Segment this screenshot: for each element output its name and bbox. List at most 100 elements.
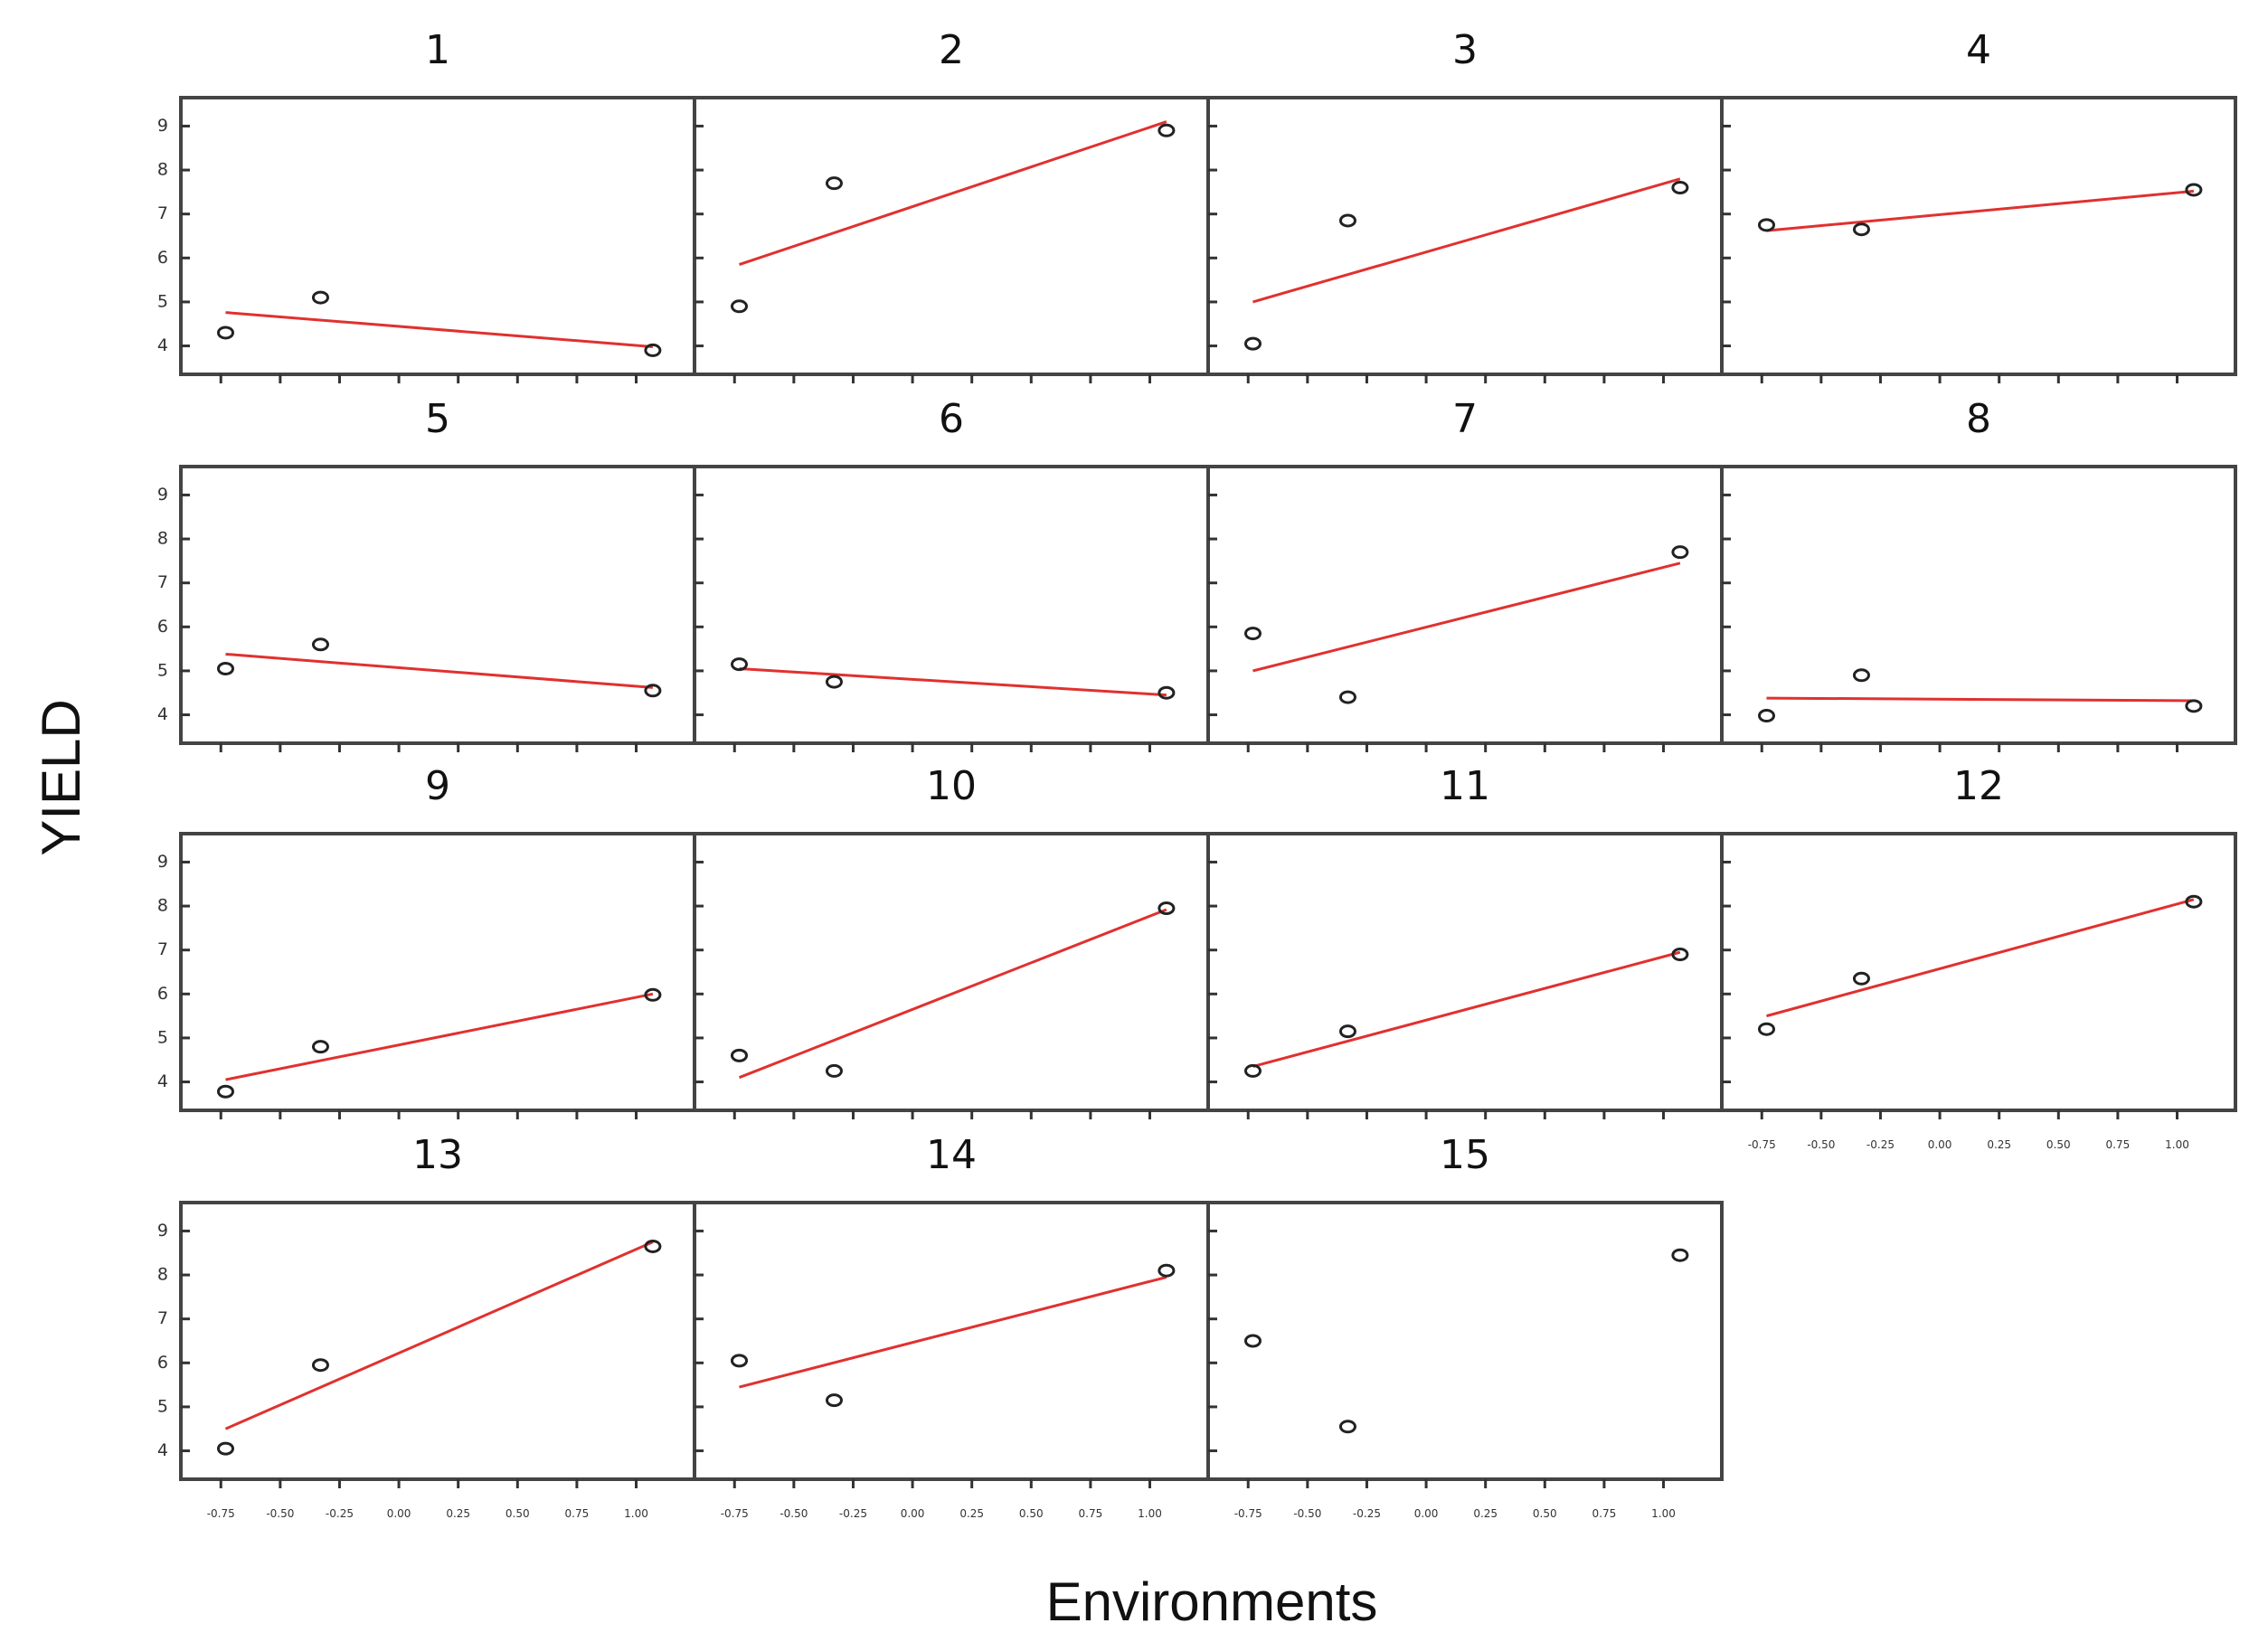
- y-tick-label: 8: [157, 160, 168, 180]
- panel-frame: [1720, 96, 2237, 376]
- x-tick-label: -0.50: [266, 1507, 294, 1520]
- data-point: [311, 637, 329, 652]
- panel-title: 10: [926, 763, 977, 809]
- regression-line: [225, 992, 654, 1081]
- y-tick-label: 8: [157, 896, 168, 916]
- regression-line: [739, 120, 1167, 267]
- regression-line: [739, 1276, 1167, 1389]
- data-point: [1671, 948, 1689, 962]
- panel-title: 3: [1452, 27, 1478, 73]
- x-tick-label: 0.25: [446, 1507, 470, 1520]
- regression-line: [1766, 898, 2195, 1018]
- data-point: [1338, 690, 1356, 704]
- x-tick-label: 1.00: [1138, 1507, 1162, 1520]
- panel-title: 12: [1953, 763, 2004, 809]
- panel-frame: [179, 96, 696, 376]
- data-point: [730, 1048, 748, 1062]
- x-tick-label: 0.50: [506, 1507, 530, 1520]
- panel-frame: [693, 96, 1210, 376]
- panel-frame: [179, 1201, 696, 1481]
- y-tick-label: 5: [157, 660, 168, 680]
- regression-line: [224, 1241, 654, 1430]
- y-tick-label: 4: [157, 704, 168, 724]
- panel-frame: [693, 465, 1210, 745]
- y-tick-label: 9: [157, 852, 168, 872]
- x-tick-label: -0.75: [207, 1507, 235, 1520]
- panel-13: 13 4 5 6 7 8 9 -0.75 -0.50 -0.25 0.00 0.25 0.50 0.75 1…: [157, 1132, 696, 1520]
- x-tick-label: -0.25: [326, 1507, 354, 1520]
- y-tick-label: 5: [157, 291, 168, 311]
- panel-7: 7: [1206, 396, 1724, 752]
- x-tick-label: 0.50: [2046, 1138, 2071, 1151]
- data-point: [1757, 218, 1775, 232]
- panel-title: 15: [1440, 1132, 1490, 1178]
- data-point: [216, 1084, 234, 1099]
- data-point: [730, 657, 748, 672]
- x-tick-label: 0.00: [1928, 1138, 1952, 1151]
- regression-line: [739, 667, 1167, 697]
- regression-line: [225, 311, 654, 349]
- y-tick-label: 6: [157, 1353, 168, 1373]
- panel-title: 8: [1966, 396, 1991, 442]
- panel-3: 3: [1206, 27, 1724, 383]
- data-point: [1338, 1024, 1356, 1039]
- regression-line: [225, 652, 653, 689]
- y-tick-label: 7: [157, 203, 168, 223]
- x-tick-label: 0.00: [1414, 1507, 1439, 1520]
- panel-frame: [693, 832, 1210, 1112]
- y-tick-label: 7: [157, 572, 168, 592]
- regression-line: [1766, 189, 2195, 232]
- panel-5: 5 4 5 6 7 8 9: [157, 396, 696, 752]
- panel-frame: [1206, 96, 1724, 376]
- data-point: [216, 662, 234, 675]
- x-tick-label: -0.25: [1866, 1138, 1895, 1151]
- x-tick-label: -0.50: [1807, 1138, 1835, 1151]
- data-point: [644, 343, 662, 357]
- data-point: [1158, 901, 1176, 915]
- x-tick-label: -0.75: [721, 1507, 749, 1520]
- panel-frame: [1720, 465, 2237, 745]
- y-tick-label: 5: [157, 1027, 168, 1047]
- data-point: [311, 1358, 329, 1373]
- panel-frame: [1206, 832, 1724, 1112]
- data-point: [1158, 123, 1176, 137]
- panel-title: 2: [939, 27, 964, 73]
- data-point: [2185, 894, 2203, 909]
- y-tick-label: 9: [157, 1221, 168, 1241]
- regression-line: [738, 908, 1167, 1080]
- x-tick-label: 0.75: [2106, 1138, 2131, 1151]
- data-point: [1243, 1334, 1262, 1348]
- y-tick-label: 4: [157, 335, 168, 355]
- x-tick-label: -0.75: [1748, 1138, 1776, 1151]
- x-tick-label: 1.00: [2165, 1138, 2189, 1151]
- data-point: [1243, 1063, 1262, 1078]
- data-point: [644, 684, 662, 698]
- panel-15: 15 -0.75 -0.50 -0.25 0.00 0.25 0.50 0.75 1.00: [1206, 1132, 1724, 1520]
- x-tick-label: 0.25: [1473, 1507, 1498, 1520]
- y-tick-label: 8: [157, 1265, 168, 1285]
- data-point: [825, 1063, 843, 1078]
- data-point: [730, 1354, 748, 1368]
- panel-9: 9 4 5 6 7 8 9: [157, 763, 696, 1119]
- panel-frame: [693, 1201, 1210, 1481]
- panel-title: 11: [1440, 763, 1490, 809]
- data-point: [1852, 971, 1870, 986]
- data-point: [1243, 336, 1262, 351]
- data-point: [1757, 709, 1775, 723]
- x-tick-label: 0.75: [1592, 1507, 1617, 1520]
- data-point: [1158, 1263, 1176, 1278]
- data-point: [1852, 222, 1870, 237]
- y-tick-label: 4: [157, 1071, 168, 1091]
- x-tick-label: -0.50: [1293, 1507, 1321, 1520]
- y-tick-label: 7: [157, 939, 168, 959]
- panel-14: 14 -0.75 -0.50 -0.25 0.00 0.25 0.50 0.75 1.00: [693, 1132, 1210, 1520]
- y-tick-label: 6: [157, 617, 168, 637]
- panel-title: 4: [1966, 27, 1991, 73]
- x-axis-title: Environments: [1046, 1571, 1378, 1632]
- y-tick-label: 8: [157, 529, 168, 549]
- panel-title: 6: [939, 396, 964, 442]
- panel-title: 14: [926, 1132, 977, 1178]
- data-point: [1158, 685, 1176, 700]
- x-tick-label: 0.50: [1533, 1507, 1557, 1520]
